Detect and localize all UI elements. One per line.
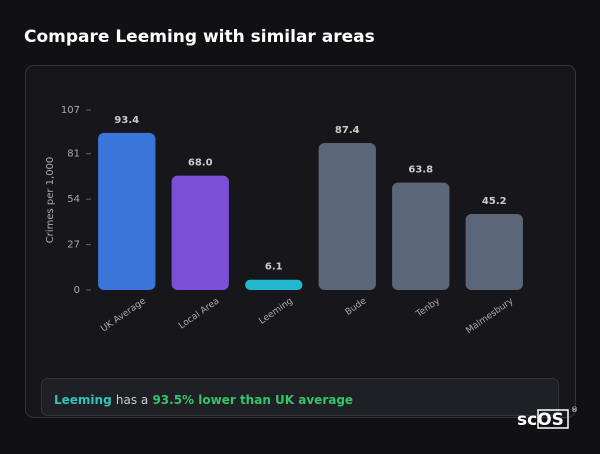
y-tick-label: 81 xyxy=(67,149,80,160)
bar xyxy=(392,182,450,290)
logo-box xyxy=(537,409,569,429)
summary-area: Leeming xyxy=(54,393,112,407)
value-label: 6.1 xyxy=(265,262,283,273)
page-title: Compare Leeming with similar areas xyxy=(24,27,375,47)
logo-mark: ® xyxy=(571,406,578,414)
summary-box xyxy=(41,378,559,416)
value-label: 45.2 xyxy=(482,196,507,207)
value-label: 87.4 xyxy=(335,125,360,136)
value-label: 68.0 xyxy=(188,158,213,169)
bar xyxy=(318,142,376,290)
bar xyxy=(465,213,523,290)
y-tick-label: 0 xyxy=(74,285,80,296)
y-tick-label: 107 xyxy=(61,105,80,116)
y-axis-label: Crimes per 1,000 xyxy=(45,157,56,244)
value-label: 63.8 xyxy=(408,165,433,176)
bar xyxy=(245,279,303,290)
summary-text: Leeming has a 93.5% lower than UK averag… xyxy=(54,393,353,407)
value-label: 93.4 xyxy=(114,115,139,126)
summary-comparison: 93.5% lower than UK average xyxy=(152,393,353,407)
y-tick-label: 54 xyxy=(67,194,80,205)
chart-card xyxy=(25,65,576,418)
logo: scOS xyxy=(517,410,564,430)
summary-middle: has a xyxy=(116,393,148,407)
bar xyxy=(98,132,156,290)
y-tick-label: 27 xyxy=(67,240,80,251)
bar xyxy=(171,175,229,290)
